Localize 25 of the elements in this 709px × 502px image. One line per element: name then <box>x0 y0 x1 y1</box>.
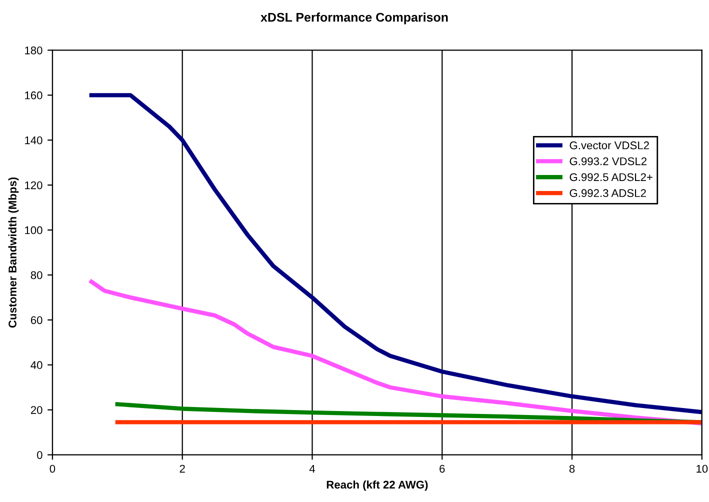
line-series <box>89 93 702 414</box>
y-tick-label: 0 <box>37 451 42 459</box>
x-axis-title: Reach (kft 22 AWG) <box>326 480 428 491</box>
x-tick-label: 10 <box>696 464 708 473</box>
x-tick-label: 8 <box>569 464 575 473</box>
legend-label: G.992.5 ADSL2+ <box>570 173 652 182</box>
y-tick-label: 20 <box>30 406 42 414</box>
x-tick-label: 4 <box>309 464 316 473</box>
x-tick-label: 6 <box>440 464 445 473</box>
y-tick-label: 100 <box>25 226 42 234</box>
y-tick-label: 60 <box>30 316 42 324</box>
legend-label: G.993.2 VDSL2 <box>570 157 647 166</box>
line-series <box>89 280 702 426</box>
y-axis-title: Customer Bandwidth (Mbps) <box>8 177 19 328</box>
legend-label: G.992.3 ADSL2 <box>570 189 646 198</box>
y-tick-label: 80 <box>30 271 42 280</box>
x-tick-label: 2 <box>180 464 185 473</box>
chart-title: xDSL Performance Comparison <box>260 12 448 24</box>
y-tick-label: 160 <box>25 91 42 100</box>
y-tick-label: 140 <box>25 136 42 144</box>
x-tick-label: 0 <box>50 464 56 473</box>
y-tick-label: 120 <box>25 181 42 190</box>
y-tick-label: 180 <box>25 46 42 54</box>
legend-label: G.vector VDSL2 <box>570 141 649 150</box>
y-tick-label: 40 <box>30 361 42 370</box>
